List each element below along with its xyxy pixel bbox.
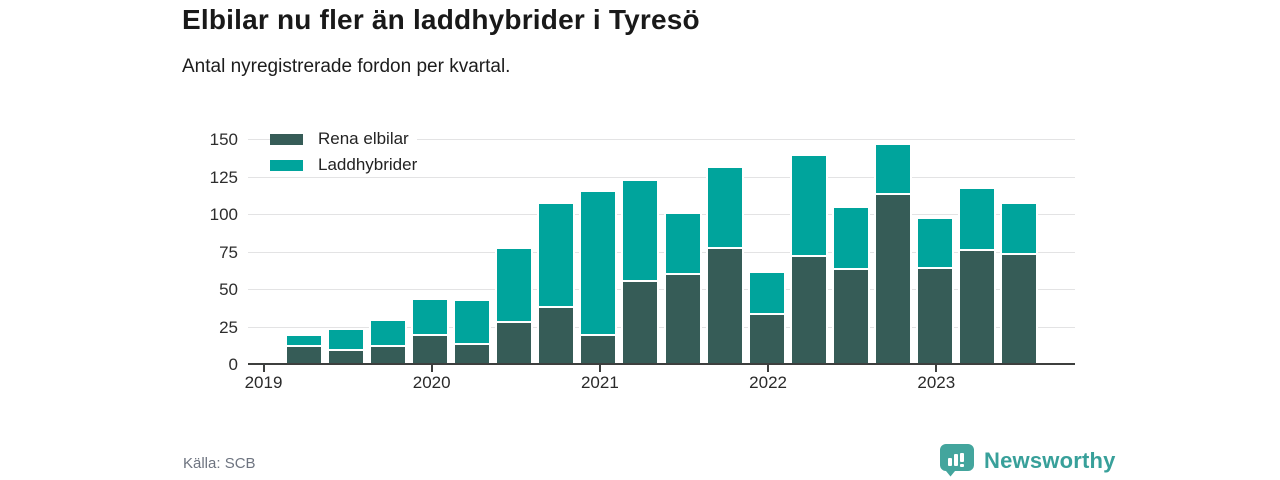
x-axis-tick-2020 bbox=[430, 365, 433, 372]
bar-2019-q2-laddhybrider bbox=[285, 333, 323, 347]
bar-2019-q4-rena-elbilar bbox=[369, 342, 408, 367]
bar-2020-q4-rena-elbilar bbox=[537, 303, 576, 366]
bar-2023-q1-rena-elbilar bbox=[915, 264, 954, 366]
x-axis-year-label-2021: 2021 bbox=[580, 373, 619, 392]
bar-2019-q4-laddhybrider bbox=[369, 318, 408, 347]
y-axis-tick-label: 100 bbox=[209, 205, 238, 225]
bar-2019-q2-rena-elbilar bbox=[285, 342, 323, 367]
x-axis-year-label-2023: 2023 bbox=[917, 373, 956, 392]
gridline-y-50 bbox=[248, 289, 1075, 291]
x-axis-tick-2019 bbox=[262, 365, 265, 372]
x-axis-year-label-2020: 2020 bbox=[412, 373, 451, 392]
bar-2020-q4-laddhybrider bbox=[537, 201, 576, 308]
bar-2021-q1-laddhybrider bbox=[579, 189, 618, 337]
legend-swatch-laddhybrider bbox=[270, 159, 303, 171]
bar-2022-q1-rena-elbilar bbox=[747, 311, 786, 366]
bar-2021-q4-laddhybrider bbox=[705, 165, 744, 250]
x-axis-tick-2023 bbox=[935, 365, 938, 372]
bar-2021-q3-laddhybrider bbox=[663, 212, 702, 275]
y-axis-tick-label: 75 bbox=[219, 242, 238, 262]
bar-2022-q1-laddhybrider bbox=[747, 270, 786, 316]
bar-2023-q3-rena-elbilar bbox=[1000, 251, 1039, 366]
gridline-y-125 bbox=[248, 176, 1075, 178]
x-axis-tick-2021 bbox=[598, 365, 601, 372]
bar-2020-q3-laddhybrider bbox=[495, 246, 534, 323]
gridline-y-100 bbox=[248, 214, 1075, 216]
newsworthy-brand-link[interactable]: Newsworthy bbox=[940, 444, 1116, 477]
bar-2021-q2-rena-elbilar bbox=[621, 278, 660, 366]
bar-chart-speech-bubble-icon bbox=[940, 444, 975, 477]
bar-2021-q4-rena-elbilar bbox=[705, 245, 744, 366]
x-axis-year-label-2022: 2022 bbox=[749, 373, 787, 392]
bar-2020-q3-rena-elbilar bbox=[495, 318, 534, 367]
bar-2022-q3-laddhybrider bbox=[831, 206, 870, 271]
bar-2022-q3-rena-elbilar bbox=[831, 266, 870, 366]
y-axis-tick-label: 150 bbox=[209, 130, 238, 150]
bar-2019-q3-laddhybrider bbox=[327, 327, 366, 352]
legend-item-rena-elbilar: Rena elbilar bbox=[270, 130, 417, 148]
x-axis-tick-2022 bbox=[767, 365, 770, 372]
bar-2023-q3-laddhybrider bbox=[1000, 201, 1039, 256]
page-title: Elbilar nu fler än laddhybrider i Tyresö bbox=[182, 4, 700, 35]
gridline-y-75 bbox=[248, 251, 1075, 253]
x-axis-year-label-2019: 2019 bbox=[244, 373, 283, 392]
bar-2020-q2-rena-elbilar bbox=[453, 341, 492, 366]
bar-2023-q2-laddhybrider bbox=[957, 186, 996, 251]
legend-label-rena-elbilar: Rena elbilar bbox=[303, 130, 417, 148]
legend-label-laddhybrider: Laddhybrider bbox=[303, 156, 426, 174]
brand-wordmark: Newsworthy bbox=[984, 447, 1116, 473]
bar-2021-q1-rena-elbilar bbox=[579, 332, 618, 366]
bar-2020-q1-rena-elbilar bbox=[411, 332, 450, 366]
chart-subtitle: Antal nyregistrerade fordon per kvartal. bbox=[182, 56, 511, 77]
legend-item-laddhybrider: Laddhybrider bbox=[270, 156, 426, 174]
bar-2019-q3-rena-elbilar bbox=[327, 347, 366, 366]
y-axis-tick-label: 50 bbox=[219, 280, 238, 300]
bar-2022-q2-rena-elbilar bbox=[789, 252, 828, 366]
x-axis-line bbox=[248, 363, 1075, 365]
bar-2022-q4-rena-elbilar bbox=[873, 191, 912, 366]
bar-2023-q2-rena-elbilar bbox=[957, 246, 996, 366]
bar-2021-q3-rena-elbilar bbox=[663, 270, 702, 366]
bar-2022-q2-laddhybrider bbox=[789, 153, 828, 257]
bar-2022-q4-laddhybrider bbox=[873, 143, 912, 196]
gridline-y-150 bbox=[248, 139, 1075, 141]
legend-swatch-rena-elbilar bbox=[270, 133, 303, 145]
bar-2020-q2-laddhybrider bbox=[453, 299, 492, 346]
gridline-y-25 bbox=[248, 326, 1075, 328]
y-axis-tick-label: 25 bbox=[219, 317, 238, 337]
source-note: Källa: SCB bbox=[183, 455, 256, 472]
bar-2020-q1-laddhybrider bbox=[411, 297, 450, 337]
y-axis-tick-label: 125 bbox=[209, 167, 238, 187]
bar-2023-q1-laddhybrider bbox=[915, 216, 954, 269]
y-axis-tick-label: 0 bbox=[228, 355, 238, 374]
bar-2021-q2-laddhybrider bbox=[621, 179, 660, 283]
